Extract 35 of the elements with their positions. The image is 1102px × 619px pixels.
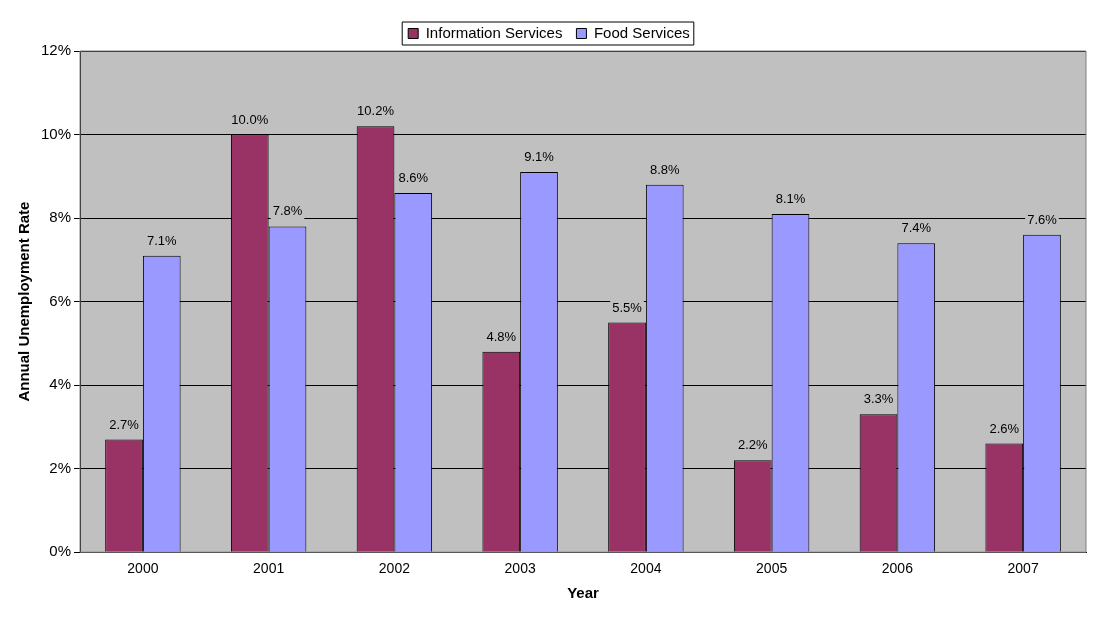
x-tick-label: 2002 <box>378 560 411 577</box>
data-label: 8.6% <box>398 170 429 186</box>
y-axis-title: Annual Unemployment Rate <box>15 201 33 402</box>
x-tick-label: 2007 <box>1007 560 1039 577</box>
y-tick-label: 4% <box>49 375 72 393</box>
data-label: 5.5% <box>612 299 643 315</box>
legend-label: Food Services <box>593 23 690 41</box>
data-label: 2.6% <box>989 420 1020 436</box>
data-label: 3.3% <box>863 391 894 407</box>
x-axis-title: Year <box>567 584 600 602</box>
y-tick-label: 12% <box>40 41 72 59</box>
data-label: 7.1% <box>146 232 178 248</box>
x-tick-label: 2000 <box>127 560 159 577</box>
data-label: 7.6% <box>1027 211 1058 227</box>
data-label: 9.1% <box>524 149 555 165</box>
y-tick-label: 0% <box>49 542 72 560</box>
data-label: 7.8% <box>272 203 303 219</box>
data-label: 8.8% <box>649 161 680 177</box>
data-label: 2.2% <box>737 437 769 453</box>
x-tick-label: 2001 <box>253 560 285 577</box>
x-tick-label: 2003 <box>504 560 536 577</box>
y-tick-label: 2% <box>49 458 72 476</box>
x-tick-label: 2006 <box>881 560 914 577</box>
data-label: 8.1% <box>775 190 806 206</box>
data-label: 10.2% <box>357 103 395 119</box>
data-label: 7.4% <box>901 220 932 236</box>
data-label: 2.7% <box>109 416 140 432</box>
y-tick-label: 10% <box>40 124 72 142</box>
y-tick-label: 8% <box>49 208 72 226</box>
data-label: 10.0% <box>231 111 269 127</box>
legend-label: Information Services <box>425 23 563 41</box>
y-tick-label: 6% <box>49 291 72 309</box>
x-tick-label: 2005 <box>756 560 788 577</box>
x-tick-label: 2004 <box>630 560 662 577</box>
data-label: 4.8% <box>486 328 517 344</box>
